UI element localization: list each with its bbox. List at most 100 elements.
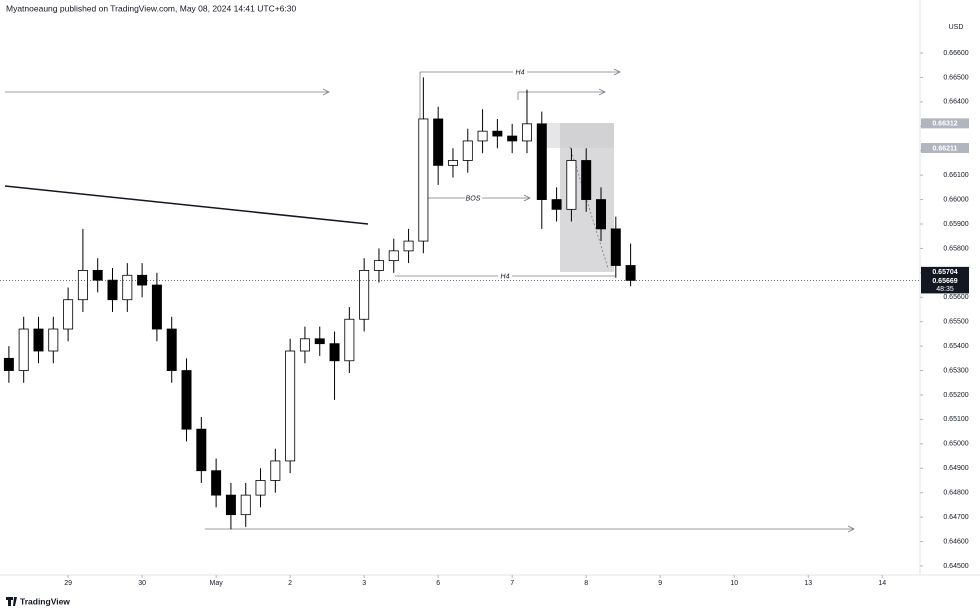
- y-tick-label: 0.64500: [943, 563, 968, 570]
- x-tick-label: 2: [288, 580, 292, 587]
- candle-body: [77, 270, 88, 301]
- candle-body: [107, 279, 118, 301]
- y-tick-label: 0.66000: [943, 196, 968, 203]
- trend-line: [4, 185, 369, 225]
- candle-body: [166, 328, 177, 371]
- y-tick-label: 0.65000: [943, 441, 968, 448]
- arrow-head: [613, 68, 621, 76]
- price-label-bg: [921, 275, 969, 294]
- axes: 0.64500 0.64600 0.64700 0.64800 0.64900 0.650…: [64, 50, 969, 587]
- candle-body: [63, 299, 74, 330]
- candle-body: [418, 118, 429, 242]
- candle-body: [33, 328, 44, 352]
- candle-body: [211, 470, 222, 496]
- price-label: 0.65704: [932, 269, 957, 276]
- y-tick-label: 0.66500: [943, 74, 968, 81]
- price-label: 0.66312: [932, 121, 957, 128]
- candle-body: [299, 338, 310, 352]
- candle-body: [462, 140, 473, 161]
- y-tick-label: 0.65800: [943, 245, 968, 252]
- candle-body: [270, 460, 281, 481]
- x-tick-label: 6: [436, 580, 440, 587]
- countdown: 48:35: [936, 286, 954, 293]
- y-tick-label: 0.66600: [943, 50, 968, 57]
- y-tick-label: 0.66400: [943, 99, 968, 106]
- y-tick-label: 0.65500: [943, 319, 968, 326]
- brand: TradingView: [20, 596, 70, 606]
- y-tick-label: 0.65300: [943, 367, 968, 374]
- candle-body: [48, 328, 59, 352]
- y-tick-label: 0.65600: [943, 294, 968, 301]
- candle-body: [225, 494, 236, 516]
- arrow-head: [322, 88, 330, 96]
- price-label-bg: [921, 266, 969, 277]
- x-tick-label: 10: [730, 580, 738, 587]
- arrow-head: [523, 194, 531, 202]
- candle-body: [492, 130, 503, 137]
- x-tick-label: 3: [362, 580, 366, 587]
- header: Myatnoeaung published on TradingView.com…: [6, 3, 296, 13]
- annotation: H4: [516, 69, 525, 76]
- label-bg: [513, 68, 527, 77]
- label-bg: [465, 194, 482, 203]
- y-tick-label: 0.65400: [943, 343, 968, 350]
- candle-body: [447, 160, 458, 166]
- plot: [0, 77, 920, 530]
- candle-body: [581, 160, 592, 200]
- y-tick-label: 0.64900: [943, 465, 968, 472]
- candle-body: [196, 428, 207, 472]
- x-tick-label: 9: [658, 580, 662, 587]
- candle-body: [137, 274, 148, 286]
- x-tick-label: 7: [510, 580, 514, 587]
- price-label-bg: [921, 143, 969, 154]
- candle-body: [151, 284, 162, 330]
- candle-body: [625, 265, 636, 281]
- candle-body: [285, 350, 296, 462]
- x-tick-label: 30: [138, 580, 146, 587]
- currency: USD: [949, 24, 964, 31]
- label-bg: [498, 272, 512, 281]
- candle-body: [477, 130, 488, 142]
- candle-body: [240, 494, 251, 516]
- y-tick-label: 0.65100: [943, 416, 968, 423]
- y-tick-label: 0.64700: [943, 514, 968, 521]
- candle-body: [359, 270, 370, 320]
- candle-body: [314, 338, 325, 345]
- candle-body: [344, 318, 355, 362]
- candle-body: [521, 123, 532, 142]
- candle-body: [373, 260, 384, 271]
- x-tick-label: 14: [878, 580, 886, 587]
- x-tick-label: 13: [804, 580, 812, 587]
- annotation: BOS: [466, 195, 481, 202]
- y-tick-label: 0.64600: [943, 538, 968, 545]
- price-label: 0.65669: [932, 278, 957, 285]
- y-tick-label: 0.65200: [943, 392, 968, 399]
- annotation: H4: [501, 273, 510, 280]
- candle-body: [566, 160, 577, 210]
- candle-body: [433, 118, 444, 166]
- candle-body: [403, 240, 414, 252]
- x-tick-label: 29: [64, 580, 72, 587]
- candle-body: [122, 274, 133, 301]
- y-tick-label: 0.65900: [943, 221, 968, 228]
- price-label: 0.66211: [933, 145, 958, 152]
- x-tick-label: May: [210, 580, 224, 587]
- candle-body: [610, 228, 621, 266]
- y-tick-label: 0.66100: [943, 172, 968, 179]
- candle-body: [3, 357, 14, 371]
- candle-body: [255, 480, 266, 496]
- y-tick-label: 0.64800: [943, 490, 968, 497]
- candle-body: [388, 250, 399, 262]
- candle-body: [536, 123, 547, 200]
- candle-body: [507, 135, 518, 142]
- candle-body: [92, 270, 103, 281]
- candle-body: [551, 199, 562, 210]
- logo: [6, 597, 17, 606]
- candle-body: [18, 328, 29, 371]
- candle-body: [329, 343, 340, 362]
- arrow-head: [598, 88, 606, 96]
- x-tick-label: 8: [584, 580, 588, 587]
- price-label-bg: [921, 118, 969, 129]
